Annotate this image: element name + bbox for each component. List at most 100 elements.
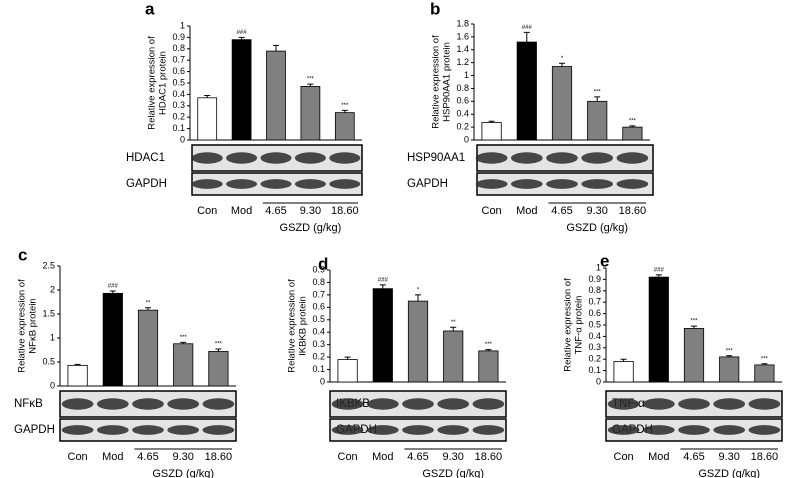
panel-letter: b <box>430 0 440 18</box>
y-tick-label: 0.2 <box>172 112 185 122</box>
blot-band <box>475 179 508 189</box>
bar <box>137 309 159 387</box>
significance: ### <box>654 267 665 273</box>
blot-band <box>294 152 326 164</box>
x-tick-label: 9.30 <box>718 451 739 463</box>
y-tick-label: 0.9 <box>172 32 185 42</box>
blot-band <box>472 425 505 435</box>
blot-band <box>402 425 434 435</box>
bar <box>622 126 643 141</box>
y-tick-label: 0 <box>180 134 185 144</box>
y-tick-label: 0.6 <box>312 302 325 312</box>
blot-band <box>616 179 649 189</box>
x-tick-label: Mod <box>372 451 393 463</box>
blot-band <box>607 425 640 435</box>
error-bar <box>594 96 601 102</box>
y-tick-label: 0.2 <box>312 351 325 361</box>
x-tick-label: 4.65 <box>683 451 704 463</box>
blot-band <box>713 425 746 435</box>
significance: ### <box>237 30 248 36</box>
y-tick-label: 0.1 <box>588 365 601 375</box>
y-tick-label: 0.4 <box>312 327 325 337</box>
y-tick-label: 0.2 <box>456 121 469 131</box>
bar <box>478 350 499 383</box>
error-bar <box>238 36 245 40</box>
bar <box>300 86 321 141</box>
blot-band <box>616 152 649 164</box>
x-tick-label: 18.60 <box>619 205 647 217</box>
y-axis-label: Relative expression of <box>17 279 28 373</box>
blot-band <box>581 179 614 189</box>
y-tick-label: 0.8 <box>456 83 469 93</box>
y-tick-label: 0.1 <box>172 123 185 133</box>
y-tick-label: 1.6 <box>456 31 469 41</box>
blot-band <box>366 425 399 435</box>
x-tick-label: 9.30 <box>442 451 463 463</box>
blot-band <box>331 398 364 410</box>
y-tick-label: 0.6 <box>456 96 469 106</box>
y-tick-label: 1 <box>50 332 55 342</box>
x-tick-label: Con <box>68 451 88 463</box>
significance: ** <box>451 320 456 326</box>
y-axis-label: IKBKB protein <box>298 296 309 356</box>
panel-letter: d <box>318 254 328 273</box>
y-tick-label: 0.3 <box>312 339 325 349</box>
blot-band <box>510 179 543 189</box>
significance: ### <box>108 284 119 290</box>
blot-band <box>678 425 710 435</box>
blot-band <box>642 425 675 435</box>
y-tick-label: 0.4 <box>456 109 469 119</box>
blot-band <box>678 398 710 410</box>
x-tick-label: 9.30 <box>172 451 193 463</box>
blot-band <box>202 398 235 410</box>
blot-band <box>472 398 505 410</box>
y-tick-label: 0.2 <box>588 354 601 364</box>
significance: *** <box>215 342 223 348</box>
blot-label: GAPDH <box>14 424 55 436</box>
error-bar <box>379 284 386 289</box>
blot-band <box>191 152 223 164</box>
y-tick-label: 0.5 <box>312 314 325 324</box>
error-bar <box>341 109 348 113</box>
blot-band <box>167 398 200 410</box>
y-tick-label: 1.2 <box>456 57 469 67</box>
blot-label: GAPDH <box>126 178 167 190</box>
blot-band <box>132 398 164 410</box>
x-tick-label: 9.30 <box>300 205 321 217</box>
y-tick-label: 0.8 <box>588 285 601 295</box>
error-bar <box>204 95 211 98</box>
blot-band <box>748 425 781 435</box>
blot-band <box>329 179 361 189</box>
y-tick-label: 0.8 <box>312 277 325 287</box>
bar <box>481 122 502 141</box>
error-bar <box>629 125 636 128</box>
blot-band <box>713 398 746 410</box>
y-tick-label: 1 <box>596 262 601 272</box>
x-tick-label: Mod <box>102 451 123 463</box>
bar <box>613 361 634 383</box>
significance: ** <box>146 300 151 306</box>
bar <box>683 328 705 383</box>
significance: *** <box>761 356 769 362</box>
y-tick-label: 1 <box>464 70 469 80</box>
bar <box>208 351 229 387</box>
significance: *** <box>341 103 349 109</box>
bar <box>407 300 429 383</box>
error-bar <box>655 274 662 278</box>
y-tick-label: 1 <box>180 20 185 30</box>
x-tick-label: 18.60 <box>751 451 779 463</box>
y-tick-label: 0.1 <box>312 364 325 374</box>
bar <box>334 112 355 141</box>
significance: * <box>417 287 420 293</box>
blot-band <box>366 398 399 410</box>
significance: *** <box>485 342 493 348</box>
blot-band <box>167 425 200 435</box>
error-bar <box>726 355 733 357</box>
bar <box>587 100 608 141</box>
x-tick-label: Mod <box>648 451 669 463</box>
panel-letter: e <box>600 251 609 270</box>
blot-band <box>96 425 129 435</box>
blot-band <box>331 425 364 435</box>
y-axis-label: NFκB protein <box>28 298 39 353</box>
error-bar <box>415 294 421 302</box>
